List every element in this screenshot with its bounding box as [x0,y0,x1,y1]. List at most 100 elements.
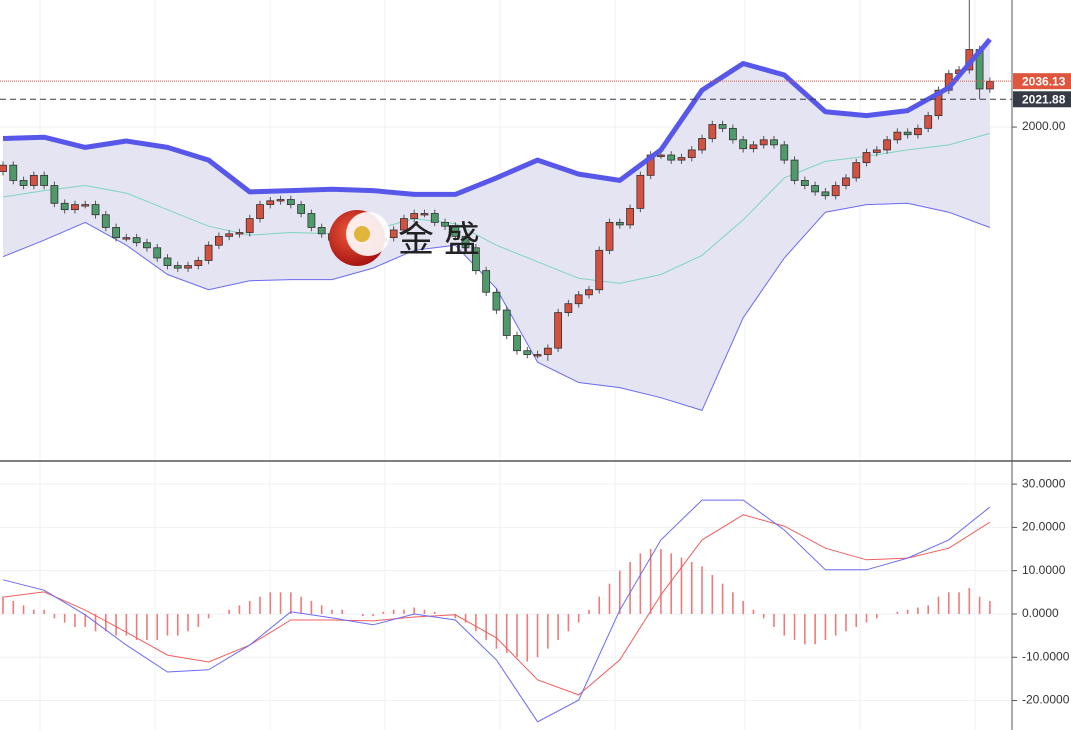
candle-body [831,185,840,197]
candle-body [266,200,275,205]
candle-body [389,229,398,239]
candle-body [554,312,563,349]
candle-body [502,309,511,336]
candle-body [934,89,943,117]
candle-body [698,138,706,151]
band-fill [3,39,990,411]
candle-body [317,227,326,235]
candle-body [430,213,439,223]
candle-body [245,218,254,233]
candle-body [451,225,460,237]
price-tag [1013,73,1071,90]
candle-body [513,335,521,352]
candle-body [461,235,470,249]
candle-body [441,221,449,227]
y-tick-label: 0.0000 [1022,606,1059,620]
y-tick-label: 20.0000 [1022,520,1066,534]
candle-body [790,159,799,181]
candle-body [749,144,758,150]
candle-body [708,124,717,139]
y-tick-label: 30.0000 [1022,476,1066,490]
candle-body [122,237,131,240]
candle-body [811,185,820,193]
candle-body [862,152,871,164]
candle-body [595,249,604,291]
candle-body [286,199,295,205]
candle-body [800,180,809,186]
candle-body [214,235,223,246]
candle-body [410,213,419,219]
y-tick-label: 2000.00 [1022,119,1066,133]
dif-line [2,499,991,723]
candle-body [256,204,264,219]
candle-body [728,127,737,141]
candle-body [533,354,542,357]
candle-body [297,204,306,214]
candle-body [677,157,686,161]
watermark-logo [329,210,390,266]
candle-body [780,144,789,161]
candle-body [852,162,861,179]
candle-body [173,265,182,269]
candle-body [615,221,624,226]
candle-body [194,260,203,266]
candle-body [667,154,676,161]
candle-body [821,191,830,197]
candle-body [523,350,532,355]
candle-body [564,303,573,313]
candle-body [307,213,316,228]
candle-body [585,289,593,296]
plot-layer [0,0,1012,723]
candle-body [482,270,491,293]
candle-body [235,232,244,235]
candle-body [132,237,141,244]
price-tag-label: 2021.88 [1022,92,1066,106]
candle-body [893,131,902,141]
candle-body [739,139,748,150]
candle-body [759,139,768,146]
candle-body [400,218,408,231]
candle-body [924,115,933,129]
candle-body [91,204,100,216]
candle-body [985,80,994,90]
candle-body [914,127,922,136]
candle-body [636,174,645,209]
candle-body [40,174,49,186]
candle-body [687,149,696,158]
candle-body [903,131,912,136]
candle-body [19,180,28,186]
y-tick-label: -10.0000 [1022,649,1070,663]
candle-body [657,154,665,157]
candle-body [50,185,59,204]
watermark-text: 金 盛 [398,219,480,260]
candle-body [543,347,552,355]
candle-body [101,214,110,228]
candle-body [153,247,162,259]
candle-body [842,177,850,186]
candle-body [29,174,38,186]
candle-body [574,294,583,305]
candle-body [184,265,192,269]
candle-body [770,139,778,146]
candle-body [112,227,120,239]
price-tag [1013,91,1071,108]
y-tick-label: -20.0000 [1022,693,1070,707]
dea-line [2,514,991,696]
candle-body [883,139,891,151]
candle-body [471,247,480,272]
candle-body [492,291,501,311]
candle-body [60,202,69,211]
candle-body [163,257,172,266]
candle-body [872,149,881,153]
candle-body [718,124,727,129]
candle-body [626,207,634,226]
candle-body [0,164,7,172]
candle-body [71,204,79,211]
candle-body [143,242,151,249]
candle-body [225,233,234,237]
candle-body [420,213,429,216]
candle-body [204,244,213,261]
middle-band [2,132,991,284]
